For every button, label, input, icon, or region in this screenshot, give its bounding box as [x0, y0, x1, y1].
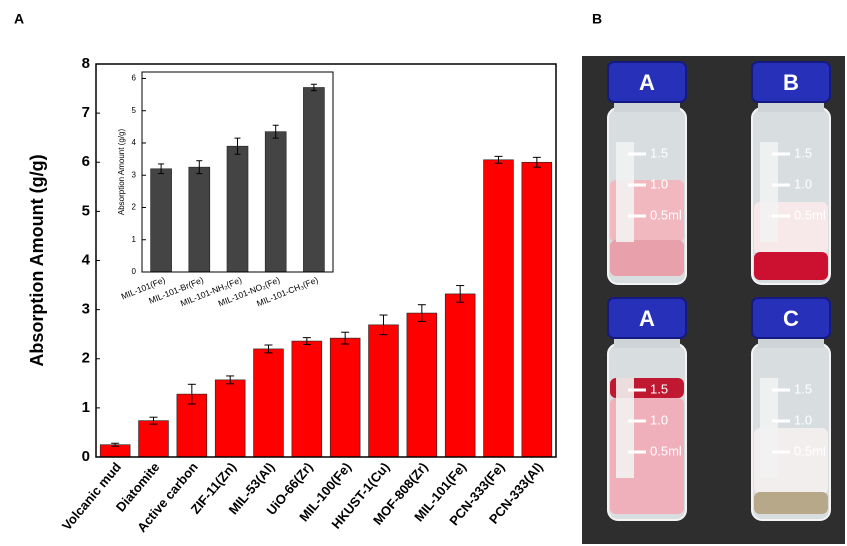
y-tick-label: 3: [132, 170, 137, 179]
vial-label: C: [783, 306, 799, 331]
vial: A 1.5 1.0 0.5ml: [608, 298, 686, 520]
vial: A 1.5 1.0 0.5ml: [608, 62, 686, 284]
scale-label: 0.5ml: [794, 443, 826, 458]
y-tick-label: 1: [82, 399, 90, 416]
vial-label: B: [783, 70, 799, 95]
vial-liquid: [754, 252, 828, 280]
y-tick-label: 0: [132, 267, 137, 276]
bar: [303, 87, 324, 272]
bar: [369, 325, 399, 457]
y-tick-label: 5: [132, 106, 137, 115]
vial-label: A: [639, 306, 655, 331]
scale-label: 0.5ml: [794, 207, 826, 222]
scale-label: 1.5: [794, 145, 812, 160]
scale-label: 0.5ml: [650, 207, 682, 222]
y-tick-label: 4: [82, 251, 91, 268]
vial-sticker: [760, 378, 778, 478]
y-tick-label: 7: [82, 104, 90, 121]
bar: [292, 341, 322, 457]
y-axis-label: Absorption Amount (g/g): [117, 129, 126, 216]
scale-label: 1.5: [650, 381, 668, 396]
bar: [522, 162, 552, 457]
y-tick-label: 6: [82, 153, 90, 170]
y-tick-label: 2: [82, 350, 90, 367]
panel-label: A: [14, 11, 24, 27]
vial: B 1.5 1.0 0.5ml: [752, 62, 830, 284]
y-tick-label: 6: [132, 74, 137, 83]
bar: [265, 132, 286, 272]
bar: [407, 313, 437, 457]
scale-label: 1.0: [650, 176, 668, 191]
vial-sticker: [616, 142, 634, 242]
bar: [227, 146, 248, 272]
y-tick-label: 2: [132, 203, 137, 212]
bar: [330, 338, 360, 457]
y-tick-label: 3: [82, 301, 90, 318]
bar: [151, 169, 172, 272]
scale-label: 1.0: [794, 176, 812, 191]
bar: [139, 421, 169, 457]
bar: [445, 294, 475, 457]
vial-liquid: [610, 240, 684, 276]
y-axis-label: Absorption Amount (g/g): [27, 154, 47, 366]
y-tick-label: 5: [82, 202, 90, 219]
y-tick-label: 0: [82, 448, 90, 465]
bar: [215, 380, 245, 457]
figure: A B 0 1 2 3 4 5 6 7 8 Absorption Amount (g/g) Volc…: [0, 0, 847, 546]
panel-label: B: [592, 11, 602, 27]
bar: [254, 349, 284, 457]
scale-label: 1.0: [650, 412, 668, 427]
x-tick-label: Volcanic mud: [59, 459, 124, 533]
vial: C 1.5 1.0 0.5ml: [752, 298, 830, 520]
bar: [189, 167, 210, 272]
y-tick-label: 8: [82, 55, 90, 72]
scale-label: 1.0: [794, 412, 812, 427]
bar: [484, 160, 514, 457]
vial-sticker: [616, 378, 634, 478]
scale-label: 1.5: [794, 381, 812, 396]
scale-label: 1.5: [650, 145, 668, 160]
y-tick-label: 1: [132, 235, 137, 244]
scale-label: 0.5ml: [650, 443, 682, 458]
vial-liquid: [754, 492, 828, 514]
vial-label: A: [639, 70, 655, 95]
vial-sticker: [760, 142, 778, 242]
y-tick-label: 4: [132, 138, 137, 147]
